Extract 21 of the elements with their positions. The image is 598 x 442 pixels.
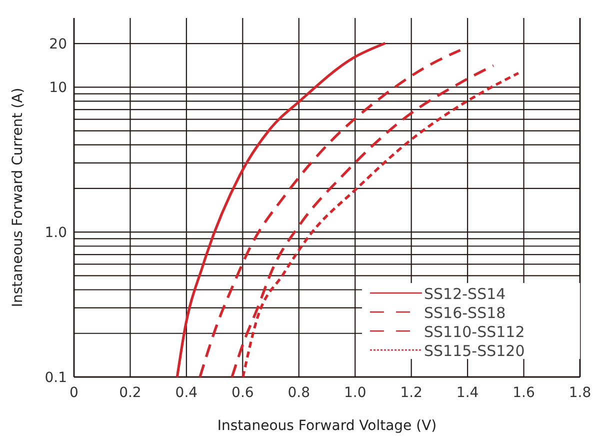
x-tick-label: 1.2 (400, 385, 422, 401)
x-tick-label: 0 (70, 385, 78, 401)
y-tick-label: 10 (49, 80, 67, 96)
legend-label: SS115-SS120 (424, 342, 525, 360)
x-tick-label: 1.0 (344, 385, 366, 401)
legend-label: SS12-SS14 (424, 285, 506, 303)
y-tick-label: 0.1 (44, 370, 67, 386)
x-tick-label: 0.2 (119, 385, 142, 401)
x-tick-label: 0.4 (175, 385, 198, 401)
y-tick-label: 1.0 (44, 225, 67, 242)
y-axis-title: Instaneous Forward Current (A) (10, 88, 26, 308)
x-tick-label: 0.6 (232, 385, 254, 401)
legend-label: SS110-SS112 (424, 323, 525, 341)
x-tick-label: 1.8 (568, 385, 592, 401)
line-series (176, 42, 386, 378)
x-tick-label: 1.4 (456, 385, 479, 401)
x-tick-label: 0.8 (288, 385, 310, 401)
y-tick-label: 20 (49, 36, 67, 53)
x-axis-title: Instaneous Forward Voltage (V) (217, 418, 437, 434)
x-tick-label: 1.6 (512, 385, 535, 401)
legend-label: SS16-SS18 (424, 304, 506, 322)
